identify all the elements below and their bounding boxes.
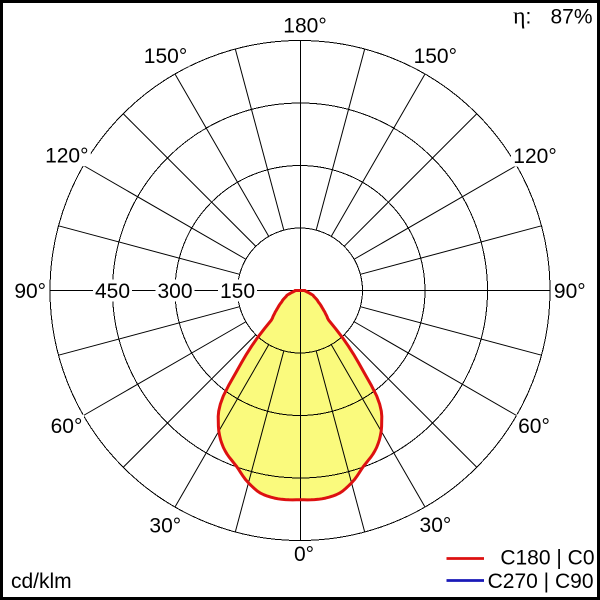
- svg-text:60°: 60°: [518, 415, 550, 438]
- svg-text:300: 300: [157, 280, 192, 303]
- svg-text::: :: [526, 6, 532, 29]
- svg-text:180°: 180°: [283, 15, 326, 38]
- svg-text:0°: 0°: [294, 543, 314, 566]
- svg-text:150: 150: [220, 280, 255, 303]
- svg-text:120°: 120°: [513, 145, 556, 168]
- svg-text:450: 450: [95, 280, 130, 303]
- svg-text:87%: 87%: [550, 6, 592, 29]
- svg-text:η: η: [513, 4, 526, 30]
- svg-text:cd/klm: cd/klm: [11, 570, 72, 593]
- svg-text:30°: 30°: [420, 514, 452, 537]
- svg-text:90°: 90°: [554, 280, 586, 303]
- svg-text:150°: 150°: [144, 45, 187, 68]
- svg-text:C180 | C0: C180 | C0: [500, 547, 594, 570]
- svg-text:60°: 60°: [51, 415, 83, 438]
- svg-text:150°: 150°: [414, 45, 457, 68]
- svg-text:C270 | C90: C270 | C90: [488, 570, 594, 593]
- svg-text:120°: 120°: [45, 145, 88, 168]
- svg-text:30°: 30°: [149, 515, 181, 538]
- svg-text:90°: 90°: [14, 280, 46, 303]
